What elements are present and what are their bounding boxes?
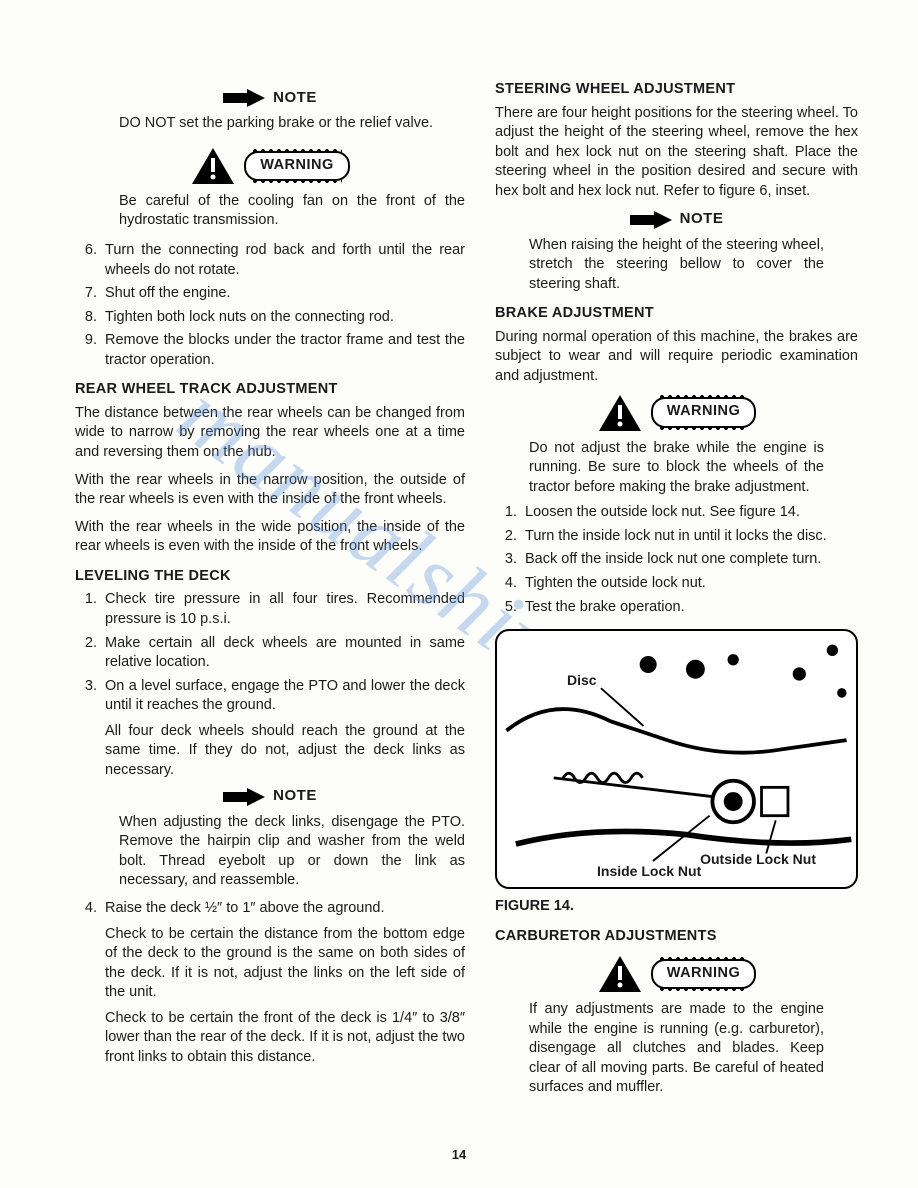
warning-brake-text: Do not adjust the brake while the engine… — [495, 439, 858, 498]
brake-p: During normal operation of this machine,… — [495, 328, 858, 387]
leveling-list: 1.Check tire pressure in all four tires.… — [75, 590, 465, 780]
level-2: Make certain all deck wheels are mounted… — [105, 634, 465, 673]
brake-2: Turn the inside lock nut in until it loc… — [525, 527, 858, 547]
right-column: STEERING WHEEL ADJUSTMENT There are four… — [495, 80, 858, 1102]
list-item: 7.Shut off the engine. — [75, 284, 465, 304]
note-steer-text: When raising the height of the steering … — [495, 236, 858, 295]
note-label: NOTE — [273, 786, 317, 806]
step-6: Turn the connecting rod back and forth u… — [105, 241, 465, 280]
warning-triangle-icon — [597, 954, 643, 994]
warning-triangle-icon — [190, 146, 236, 186]
procedure-list-continued: 6.Turn the connecting rod back and forth… — [75, 241, 465, 370]
list-item: 1.Check tire pressure in all four tires.… — [75, 590, 465, 629]
list-item: 5.Test the brake operation. — [495, 598, 858, 618]
list-item: 9.Remove the blocks under the tractor fr… — [75, 331, 465, 370]
arrow-right-icon — [223, 89, 265, 107]
level-4c: Check to be certain the front of the dec… — [105, 1009, 465, 1068]
note-block-2: NOTE — [75, 786, 465, 806]
list-item: 3.Back off the inside lock nut one compl… — [495, 550, 858, 570]
list-item: 6.Turn the connecting rod back and forth… — [75, 241, 465, 280]
heading-carburetor: CARBURETOR ADJUSTMENTS — [495, 927, 858, 947]
list-item: 4.Tighten the outside lock nut. — [495, 574, 858, 594]
page-number: 14 — [452, 1146, 466, 1164]
left-column: NOTE DO NOT set the parking brake or the… — [75, 80, 465, 1102]
list-item: 3. On a level surface, engage the PTO an… — [75, 677, 465, 781]
warning-block-brake: WARNING — [495, 393, 858, 433]
brake-list: 1.Loosen the outside lock nut. See figur… — [495, 503, 858, 617]
warning-1-text: Be careful of the cooling fan on the fro… — [75, 192, 465, 231]
heading-leveling: LEVELING THE DECK — [75, 567, 465, 587]
arrow-right-icon — [223, 788, 265, 806]
warning-block-carb: WARNING — [495, 954, 858, 994]
note-label: NOTE — [680, 209, 724, 229]
brake-3: Back off the inside lock nut one complet… — [525, 550, 858, 570]
two-column-layout: NOTE DO NOT set the parking brake or the… — [75, 80, 858, 1102]
warning-block-1: WARNING — [75, 146, 465, 186]
leveling-list-4: 4. Raise the deck ½″ to 1″ above the agr… — [75, 899, 465, 1068]
level-3b: All four deck wheels should reach the gr… — [105, 722, 465, 781]
step-9: Remove the blocks under the tractor fram… — [105, 331, 465, 370]
heading-rear-wheel: REAR WHEEL TRACK ADJUSTMENT — [75, 380, 465, 400]
warning-label: WARNING — [651, 959, 757, 990]
step-7: Shut off the engine. — [105, 284, 465, 304]
figure-label-disc: Disc — [567, 671, 597, 690]
list-item: 8.Tighten both lock nuts on the connecti… — [75, 308, 465, 328]
figure-label-inside: Inside Lock Nut — [597, 862, 701, 881]
level-4b: Check to be certain the distance from th… — [105, 925, 465, 1003]
brake-5: Test the brake operation. — [525, 598, 858, 618]
level-3: On a level surface, engage the PTO and l… — [105, 678, 465, 714]
figure-14-caption: FIGURE 14. — [495, 897, 858, 917]
note-block-1: NOTE — [75, 88, 465, 108]
heading-steering: STEERING WHEEL ADJUSTMENT — [495, 80, 858, 100]
note-2-text: When adjusting the deck links, disengage… — [75, 813, 465, 891]
warning-triangle-icon — [597, 393, 643, 433]
brake-diagram-icon — [497, 631, 856, 887]
warning-carb-text: If any adjustments are made to the engin… — [495, 1000, 858, 1098]
warning-label: WARNING — [244, 151, 350, 182]
heading-brake: BRAKE ADJUSTMENT — [495, 304, 858, 324]
brake-4: Tighten the outside lock nut. — [525, 574, 858, 594]
step-8: Tighten both lock nuts on the connecting… — [105, 308, 465, 328]
list-item: 2.Turn the inside lock nut in until it l… — [495, 527, 858, 547]
note-1-text: DO NOT set the parking brake or the reli… — [75, 114, 465, 134]
level-4: Raise the deck ½″ to 1″ above the agroun… — [105, 900, 385, 916]
note-block-steer: NOTE — [495, 209, 858, 229]
rear-wheel-p2: With the rear wheels in the narrow posit… — [75, 471, 465, 510]
note-label: NOTE — [273, 88, 317, 108]
rear-wheel-p3: With the rear wheels in the wide positio… — [75, 518, 465, 557]
arrow-right-icon — [630, 211, 672, 229]
level-1: Check tire pressure in all four tires. R… — [105, 590, 465, 629]
rear-wheel-p1: The distance between the rear wheels can… — [75, 404, 465, 463]
figure-label-outside: Outside Lock Nut — [700, 850, 816, 869]
list-item: 4. Raise the deck ½″ to 1″ above the agr… — [75, 899, 465, 1068]
list-item: 2.Make certain all deck wheels are mount… — [75, 634, 465, 673]
steering-p: There are four height positions for the … — [495, 104, 858, 202]
figure-14-illustration: Disc Inside Lock Nut Outside Lock Nut — [495, 629, 858, 889]
warning-label: WARNING — [651, 397, 757, 428]
list-item: 1.Loosen the outside lock nut. See figur… — [495, 503, 858, 523]
brake-1: Loosen the outside lock nut. See figure … — [525, 503, 858, 523]
